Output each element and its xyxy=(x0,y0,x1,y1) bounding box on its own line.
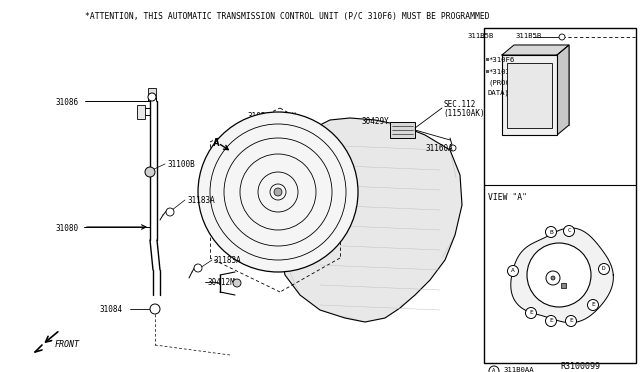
Bar xyxy=(507,63,552,128)
Text: VIEW "A": VIEW "A" xyxy=(488,193,527,202)
Circle shape xyxy=(198,112,358,272)
Bar xyxy=(486,58,489,61)
Circle shape xyxy=(563,225,575,237)
Text: 31160A: 31160A xyxy=(425,144,452,153)
Text: E: E xyxy=(569,318,573,324)
Circle shape xyxy=(545,227,557,237)
Text: E: E xyxy=(529,311,533,315)
Text: SEC.112: SEC.112 xyxy=(443,100,476,109)
Text: (PROGRAM: (PROGRAM xyxy=(488,80,523,87)
Circle shape xyxy=(546,271,560,285)
Bar xyxy=(137,105,145,119)
Text: *ATTENTION, THIS AUTOMATIC TRANSMISSION CONTROL UNIT (P/C 310F6) MUST BE PROGRAM: *ATTENTION, THIS AUTOMATIC TRANSMISSION … xyxy=(85,12,490,21)
Text: 310B0M(NEW): 310B0M(NEW) xyxy=(247,112,298,121)
Circle shape xyxy=(559,34,565,40)
Circle shape xyxy=(598,263,609,275)
Text: R3100099: R3100099 xyxy=(560,362,600,371)
Bar xyxy=(502,55,557,135)
Text: E: E xyxy=(549,318,553,324)
Text: 31080: 31080 xyxy=(56,224,79,233)
Text: 31100B: 31100B xyxy=(168,160,196,169)
Polygon shape xyxy=(502,45,569,55)
Circle shape xyxy=(489,366,499,372)
Text: FRONT: FRONT xyxy=(55,340,80,349)
Text: A: A xyxy=(511,269,515,273)
Circle shape xyxy=(274,188,282,196)
Circle shape xyxy=(545,315,557,327)
Circle shape xyxy=(566,315,577,327)
Circle shape xyxy=(145,167,155,177)
Circle shape xyxy=(588,299,598,311)
Text: 3102MQ(REMAN): 3102MQ(REMAN) xyxy=(247,121,307,130)
Circle shape xyxy=(233,279,241,287)
Text: 311B5B: 311B5B xyxy=(516,33,542,39)
Text: C: C xyxy=(567,228,571,234)
Text: 311B0AA: 311B0AA xyxy=(503,367,534,372)
Bar xyxy=(514,45,569,125)
Text: DATA): DATA) xyxy=(488,90,510,96)
Text: *31039: *31039 xyxy=(488,69,515,75)
Text: D: D xyxy=(602,266,606,272)
Bar xyxy=(390,122,415,138)
Circle shape xyxy=(150,304,160,314)
Polygon shape xyxy=(280,118,462,322)
Text: A: A xyxy=(492,369,495,372)
Polygon shape xyxy=(511,228,613,323)
Polygon shape xyxy=(557,45,569,135)
Bar xyxy=(148,88,156,98)
Text: A: A xyxy=(213,138,220,148)
Circle shape xyxy=(166,208,174,216)
Text: 31086: 31086 xyxy=(56,98,79,107)
Text: 311B5B: 311B5B xyxy=(468,33,494,39)
Text: (11510AK): (11510AK) xyxy=(443,109,484,118)
Circle shape xyxy=(148,93,156,101)
Text: B: B xyxy=(549,230,553,234)
Text: *310F6: *310F6 xyxy=(488,57,515,63)
Bar xyxy=(561,283,566,288)
Text: 30429Y: 30429Y xyxy=(362,117,390,126)
Circle shape xyxy=(450,145,456,151)
Text: 31084: 31084 xyxy=(100,305,123,314)
Circle shape xyxy=(551,276,555,280)
Circle shape xyxy=(527,243,591,307)
Circle shape xyxy=(194,264,202,272)
Bar xyxy=(484,28,636,363)
Circle shape xyxy=(508,266,518,276)
Text: 31183A: 31183A xyxy=(213,256,241,265)
Text: E: E xyxy=(591,302,595,308)
Bar xyxy=(486,70,489,73)
Text: 31183A: 31183A xyxy=(188,196,216,205)
Text: 30412M: 30412M xyxy=(207,278,235,287)
Circle shape xyxy=(525,308,536,318)
